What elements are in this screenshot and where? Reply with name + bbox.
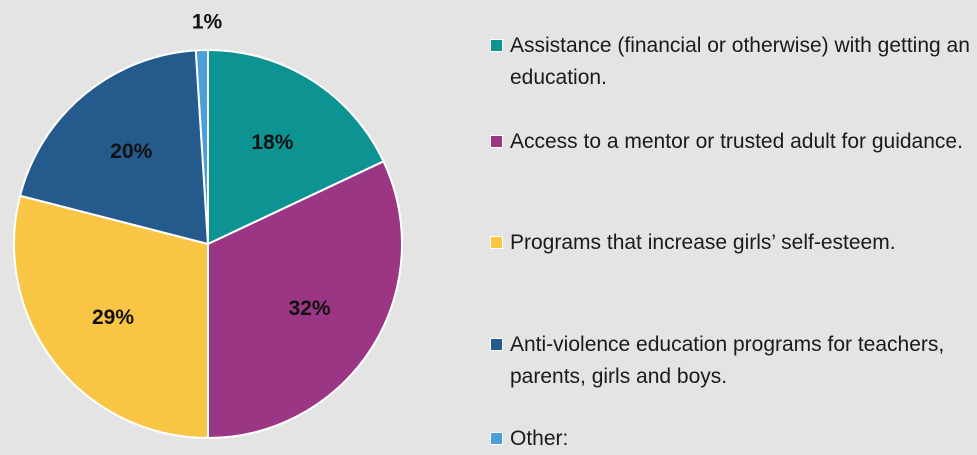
legend-item-self-esteem-programs: Programs that increase girls’ self-estee… bbox=[488, 227, 974, 259]
pie-data-label-4: 1% bbox=[192, 11, 223, 34]
legend-label: Anti-violence education programs for tea… bbox=[510, 333, 945, 388]
legend-item-education-assistance: Assistance (financial or otherwise) with… bbox=[488, 30, 974, 94]
legend-swatch bbox=[490, 432, 503, 445]
legend-swatch bbox=[490, 39, 503, 52]
pie-data-label-3: 20% bbox=[110, 140, 152, 163]
pie-slice-0 bbox=[207, 49, 385, 245]
pie-slice-2 bbox=[13, 194, 209, 439]
legend-label: Access to a mentor or trusted adult for … bbox=[510, 130, 963, 153]
legend-item-other: Other: bbox=[488, 423, 974, 455]
legend-label: Other: bbox=[510, 427, 569, 450]
legend-label: Programs that increase girls’ self-estee… bbox=[510, 231, 896, 254]
legend-item-anti-violence-programs: Anti-violence education programs for tea… bbox=[488, 329, 974, 393]
legend-label: Assistance (financial or otherwise) with… bbox=[510, 34, 970, 89]
legend-swatch bbox=[490, 135, 503, 148]
pie-slice-4 bbox=[194, 48, 209, 245]
pie-data-label-2: 29% bbox=[92, 306, 134, 329]
pie-slice-3 bbox=[19, 49, 209, 245]
pie-data-label-0: 18% bbox=[251, 131, 293, 154]
legend-swatch bbox=[490, 338, 503, 351]
pie-data-label-1: 32% bbox=[289, 297, 331, 320]
legend-item-mentor-access: Access to a mentor or trusted adult for … bbox=[488, 126, 974, 158]
legend-swatch bbox=[490, 236, 503, 249]
pie-slice-1 bbox=[207, 160, 403, 439]
